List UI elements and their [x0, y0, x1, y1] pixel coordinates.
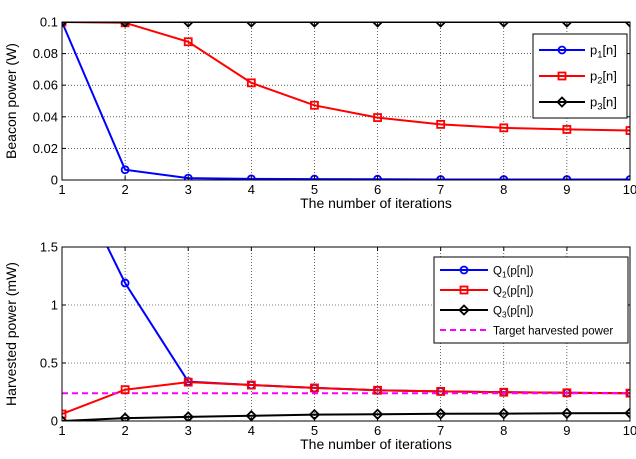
data-point-s1: [310, 174, 319, 180]
axes-box: [61, 21, 631, 181]
x-tick-label: 7: [437, 182, 444, 197]
chart-1: 1 2 3 4 5 6 7 8 9 10 0 0.02 0.04 0.06 0.08 0.1 The numbe…: [3, 15, 636, 212]
legend-label-1: p1[n]: [590, 43, 617, 60]
data-point-s2: [625, 388, 630, 398]
data-point-s2: [373, 385, 382, 395]
y-tick-label: 1: [51, 298, 58, 313]
x-tick-label: 2: [121, 423, 128, 438]
data-point-s2: [436, 119, 446, 129]
x-tick-label: 10: [623, 182, 636, 197]
x-axis-label: The number of iterations: [300, 436, 452, 452]
legend-label-4: Target harvested power: [493, 326, 613, 338]
x-tick-label: 10: [623, 423, 636, 438]
x-tick-label: 3: [185, 423, 192, 438]
data-point-s2: [499, 123, 509, 133]
data-point-s3: [434, 22, 447, 28]
data-point-s2: [310, 383, 319, 393]
data-point-s3: [308, 22, 321, 28]
x-axis-label: The number of iterations: [300, 195, 452, 211]
x-tick-label: 9: [563, 423, 570, 438]
data-point-s1: [120, 278, 130, 288]
data-point-s2: [62, 409, 67, 419]
x-tick-label: 1: [58, 182, 65, 197]
x-tick-label: 4: [248, 423, 255, 438]
legend-label-1: Q1(p[n]): [493, 266, 534, 280]
x-tick-label: 6: [374, 182, 381, 197]
x-tick-label: 2: [121, 182, 128, 197]
data-point-s2: [310, 100, 319, 110]
data-point-s2: [499, 387, 509, 397]
data-point-s3: [182, 22, 194, 28]
data-point-s2: [562, 388, 572, 398]
y-axis-label: Harvested power (mW): [3, 262, 19, 406]
y-tick-label: 0.1: [40, 15, 58, 30]
series-line-3: [62, 412, 630, 421]
y-tick-label: 0.5: [40, 356, 58, 371]
x-tick-label: 1: [58, 423, 65, 438]
y-tick-label: 1.5: [40, 240, 58, 255]
data-point-s3: [561, 22, 573, 28]
legend-marker-2: [459, 285, 469, 295]
data-point-s2: [436, 387, 446, 396]
x-tick-label: 3: [185, 182, 192, 197]
data-point-s1: [120, 165, 130, 175]
x-tick-label: 7: [437, 423, 444, 438]
data-point-s3: [119, 412, 131, 421]
data-point-s2: [183, 37, 193, 47]
data-point-s3: [498, 22, 510, 28]
legend-marker-3: [458, 304, 470, 316]
y-tick-label: 0.08: [33, 46, 58, 61]
x-tick-label: 9: [563, 182, 570, 197]
legend-label-3: p3[n]: [590, 95, 617, 112]
data-point-s3: [371, 22, 384, 28]
x-tick-label: 8: [500, 182, 507, 197]
data-point-s3: [624, 407, 630, 419]
legend-label-2: Q2(p[n]): [493, 286, 534, 300]
axes-box: [61, 246, 631, 422]
data-point-s2: [562, 125, 572, 134]
data-point-s1: [183, 173, 193, 180]
data-point-s1: [246, 174, 256, 180]
x-tick-label: 4: [248, 182, 255, 197]
data-point-s2: [246, 78, 256, 88]
x-tick-label: 5: [311, 182, 318, 197]
legend-label-2: p2[n]: [590, 69, 617, 86]
y-tick-label: 0: [51, 414, 58, 429]
data-point-s2: [120, 385, 130, 395]
data-point-s1: [373, 174, 382, 180]
legend-box: [433, 256, 629, 344]
data-point-s3: [119, 22, 131, 28]
data-point-s3: [182, 411, 194, 421]
legend-marker-3: [556, 96, 568, 108]
y-tick-label: 0.02: [33, 141, 58, 156]
legend-marker-2: [557, 71, 567, 81]
y-tick-label: 0.04: [33, 109, 58, 124]
data-point-s2: [625, 126, 630, 135]
y-tick-label: 0: [51, 173, 58, 188]
legend-marker-1: [459, 265, 469, 275]
legend: p1[n] p2[n] p3[n]: [532, 33, 628, 119]
x-tick-label: 8: [500, 423, 507, 438]
data-point-s2: [373, 113, 382, 122]
x-tick-label: 5: [311, 423, 318, 438]
series-line-2: [62, 22, 630, 132]
x-tick-label: 6: [374, 423, 381, 438]
data-point-s2: [183, 377, 193, 387]
data-point-s3: [245, 22, 258, 28]
data-point-s3: [62, 415, 68, 421]
legend-marker-1: [557, 45, 567, 55]
chart-2: 1 2 3 4 5 6 7 8 9 10 0 0.5 1 1.5 The number of iterati…: [3, 240, 636, 453]
legend: Q1(p[n]) Q2(p[n]) Q3(p[n]) Target harvested…: [433, 256, 629, 344]
data-point-s2: [246, 380, 256, 390]
y-axis-label: Beacon power (W): [3, 43, 19, 159]
y-tick-label: 0.06: [33, 78, 58, 93]
legend-label-3: Q3(p[n]): [493, 306, 534, 320]
